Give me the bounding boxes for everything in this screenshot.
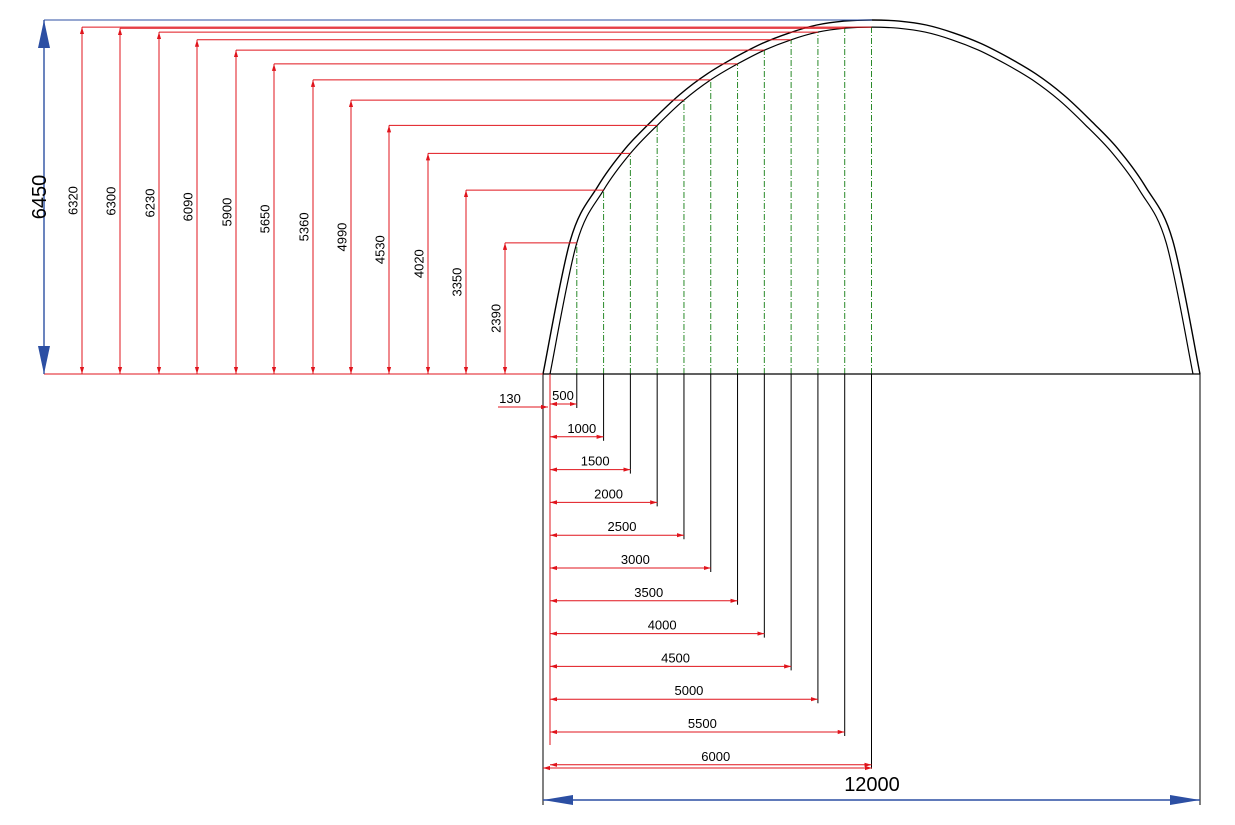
overall-dimensions-layer [38, 19, 1200, 805]
overall-height-arrow-bottom [38, 346, 50, 374]
width-label-3000: 3000 [621, 552, 650, 567]
height-label-4020: 4020 [412, 249, 427, 278]
height-dimensions-layer [44, 26, 872, 375]
overall-width-arrow-left [543, 795, 573, 805]
width-label-2000: 2000 [594, 486, 623, 501]
height-label-2390: 2390 [489, 304, 504, 333]
height-label-4530: 4530 [373, 235, 388, 264]
width-label-4000: 4000 [648, 618, 677, 633]
width-label-500: 500 [552, 388, 574, 403]
height-label-6230: 6230 [143, 189, 158, 218]
width-label-5500: 5500 [688, 716, 717, 731]
guide-lines-layer [576, 27, 872, 374]
height-label-6320: 6320 [66, 186, 81, 215]
width-label-5000: 5000 [674, 683, 703, 698]
height-label-6090: 6090 [181, 192, 196, 221]
height-label-4990: 4990 [335, 223, 350, 252]
width-label-6000: 6000 [701, 749, 730, 764]
width-label-3500: 3500 [634, 585, 663, 600]
height-label-3350: 3350 [450, 268, 465, 297]
height-label-5360: 5360 [297, 212, 312, 241]
width-label-1000: 1000 [567, 421, 596, 436]
height-label-5900: 5900 [220, 198, 235, 227]
width-label-1500: 1500 [581, 454, 610, 469]
width-label-2500: 2500 [608, 519, 637, 534]
offset-label: 130 [499, 391, 521, 406]
total-width-label: 12000 [844, 774, 900, 796]
overall-width-arrow-right [1170, 795, 1200, 805]
height-label-5650: 5650 [258, 204, 273, 233]
width-label-4500: 4500 [661, 650, 690, 665]
overall-height-arrow-top [38, 20, 50, 48]
total-height-label: 6450 [29, 175, 51, 220]
height-label-6300: 6300 [104, 187, 119, 216]
width-dimensions-layer [498, 374, 872, 771]
labels-layer: 6450 12000 130 2390 3350 4020 4530 4990 … [29, 175, 900, 796]
